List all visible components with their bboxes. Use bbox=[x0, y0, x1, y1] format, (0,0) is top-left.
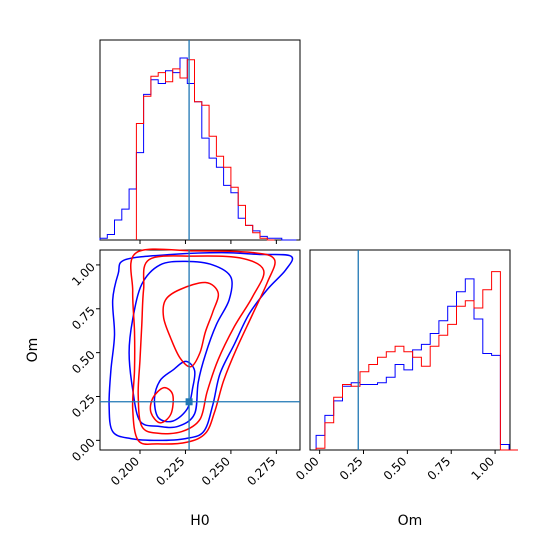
panel-joint: 0.200 0.225 0.250 0.275 0.00 0.25 0.50 0.75 1.0… bbox=[25, 248, 301, 529]
om-red-histogram bbox=[315, 271, 518, 451]
x-axis-label-h0: H0 bbox=[190, 513, 209, 529]
contour-red-mid bbox=[137, 255, 265, 435]
om-x-ticks: 0.00 0.25 0.50 0.75 1.00 bbox=[293, 450, 497, 483]
panel-hist-h0 bbox=[99, 39, 301, 244]
panel-joint-frame bbox=[99, 249, 301, 451]
contour-blue-mid bbox=[128, 260, 233, 429]
contour-red-outer bbox=[130, 248, 276, 445]
h0-blue-histogram bbox=[99, 57, 297, 241]
y-tick-label: 0.25 bbox=[69, 392, 98, 421]
om-blue-histogram bbox=[315, 278, 518, 451]
contour-red-inner2 bbox=[149, 386, 174, 424]
x-tick-label: 0.275 bbox=[244, 454, 278, 488]
y-tick-label: 0.75 bbox=[69, 304, 98, 333]
x-tick-label: 0.200 bbox=[108, 454, 142, 488]
y-tick-label: 0.50 bbox=[69, 348, 98, 377]
joint-y-ticks: 0.00 0.25 0.50 0.75 1.00 bbox=[69, 260, 100, 464]
y-tick-label: 0.00 bbox=[69, 435, 98, 464]
x-tick-label: 1.00 bbox=[468, 454, 497, 483]
y-axis-label-om: Om bbox=[25, 338, 41, 363]
x-tick-label: 0.225 bbox=[153, 454, 187, 488]
contour-blue-outer bbox=[108, 251, 294, 442]
h0-hist-ticks bbox=[139, 240, 277, 244]
panel-hist-om: 0.00 0.25 0.50 0.75 1.00 Om bbox=[293, 249, 518, 529]
y-tick-label: 1.00 bbox=[69, 260, 98, 289]
x-tick-label: 0.75 bbox=[425, 454, 454, 483]
x-tick-label: 0.00 bbox=[293, 454, 322, 483]
joint-truth-marker bbox=[185, 398, 193, 406]
x-axis-label-om: Om bbox=[398, 513, 423, 529]
panel-hist-om-frame bbox=[309, 249, 511, 451]
x-tick-label: 0.25 bbox=[337, 454, 366, 483]
panel-hist-h0-frame bbox=[99, 39, 301, 241]
x-tick-label: 0.50 bbox=[381, 454, 410, 483]
joint-contours bbox=[108, 248, 294, 445]
joint-x-ticks: 0.200 0.225 0.250 0.275 bbox=[108, 450, 278, 488]
contour-red-inner bbox=[162, 281, 220, 368]
x-tick-label: 0.250 bbox=[199, 454, 233, 488]
h0-red-histogram bbox=[135, 59, 275, 241]
